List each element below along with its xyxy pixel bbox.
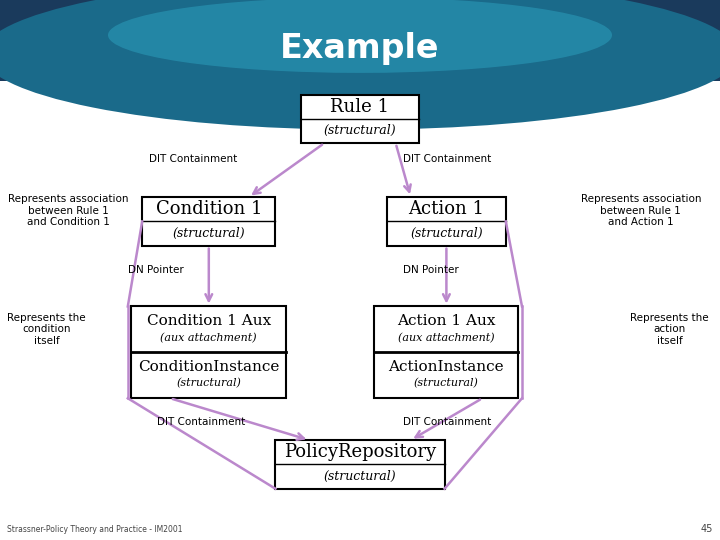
Text: ActionInstance: ActionInstance <box>389 360 504 374</box>
Text: (aux attachment): (aux attachment) <box>161 333 257 343</box>
Text: (structural): (structural) <box>173 227 245 240</box>
Text: Example: Example <box>280 32 440 65</box>
Text: Action 1: Action 1 <box>408 200 485 218</box>
Text: Condition 1 Aux: Condition 1 Aux <box>147 314 271 328</box>
Bar <box>387 197 505 246</box>
Bar <box>301 94 419 143</box>
Text: (structural): (structural) <box>324 470 396 483</box>
Text: Represents association
between Rule 1
and Action 1: Represents association between Rule 1 an… <box>580 194 701 227</box>
Text: (structural): (structural) <box>410 227 482 240</box>
Ellipse shape <box>0 0 720 130</box>
Bar <box>374 306 518 399</box>
Text: (structural): (structural) <box>324 124 396 138</box>
Text: (structural): (structural) <box>176 379 241 389</box>
Bar <box>142 197 275 246</box>
Text: Represents the
action
itself: Represents the action itself <box>630 313 709 346</box>
Text: Represents association
between Rule 1
and Condition 1: Represents association between Rule 1 an… <box>8 194 129 227</box>
Text: DN Pointer: DN Pointer <box>128 265 184 275</box>
Text: DIT Containment: DIT Containment <box>149 154 238 164</box>
Bar <box>0 0 720 81</box>
Text: 45: 45 <box>701 523 713 534</box>
Text: Rule 1: Rule 1 <box>330 98 390 116</box>
Text: (aux attachment): (aux attachment) <box>398 333 495 343</box>
Bar <box>275 440 444 489</box>
Text: Represents the
condition
itself: Represents the condition itself <box>7 313 86 346</box>
Text: DIT Containment: DIT Containment <box>403 154 492 164</box>
Ellipse shape <box>108 0 612 73</box>
Text: DN Pointer: DN Pointer <box>403 265 459 275</box>
Text: Action 1 Aux: Action 1 Aux <box>397 314 495 328</box>
Text: DIT Containment: DIT Containment <box>156 417 245 427</box>
Text: ConditionInstance: ConditionInstance <box>138 360 279 374</box>
Text: Strassner-Policy Theory and Practice - IM2001: Strassner-Policy Theory and Practice - I… <box>7 524 183 534</box>
Text: Condition 1: Condition 1 <box>156 200 262 218</box>
Text: (structural): (structural) <box>414 379 479 389</box>
Text: DIT Containment: DIT Containment <box>403 417 492 427</box>
Bar <box>132 306 287 399</box>
Text: PolicyRepository: PolicyRepository <box>284 443 436 461</box>
